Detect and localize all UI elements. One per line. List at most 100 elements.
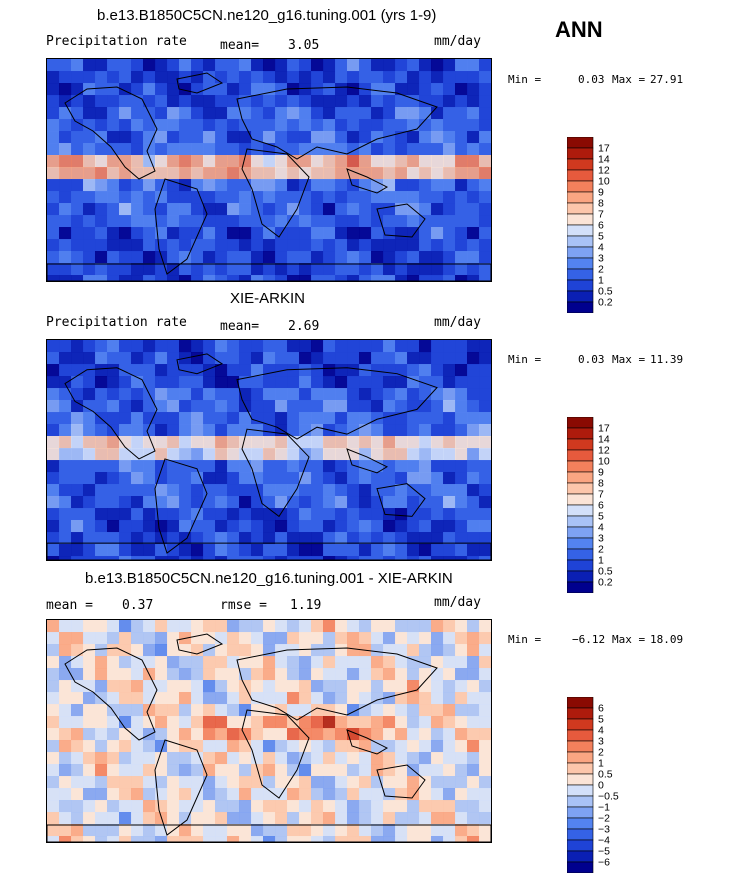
field-cell (311, 496, 324, 509)
field-cell (407, 472, 420, 485)
field-cell (371, 119, 384, 132)
field-cell (371, 83, 384, 96)
field-cell (215, 448, 228, 461)
field-cell (215, 388, 228, 401)
field-cell (71, 812, 84, 825)
field-cell (215, 508, 228, 521)
field-cell (215, 275, 228, 281)
field-cell (59, 412, 72, 425)
field-cell (323, 215, 336, 228)
field-cell (251, 716, 264, 729)
field-cell (467, 364, 480, 377)
field-cell (167, 680, 180, 693)
field-cell (239, 352, 252, 365)
field-cell (251, 668, 264, 681)
field-cell (71, 251, 84, 264)
panel1-variable-label: Precipitation rate (46, 34, 187, 49)
field-cell (479, 728, 491, 741)
field-cell (71, 143, 84, 156)
field-cell (47, 740, 60, 753)
field-cell (299, 836, 312, 842)
field-cell (95, 764, 108, 777)
field-cell (323, 520, 336, 533)
field-cell (83, 728, 96, 741)
field-cell (143, 472, 156, 485)
field-cell (167, 740, 180, 753)
field-cell (467, 472, 480, 485)
field-cell (275, 340, 288, 353)
field-cell (299, 388, 312, 401)
colorbar-swatch (567, 740, 594, 753)
field-cell (299, 364, 312, 377)
field-cell (431, 215, 444, 228)
field-cell (167, 776, 180, 789)
field-cell (431, 59, 444, 72)
field-cell (431, 239, 444, 252)
field-cell (311, 131, 324, 144)
field-cell (287, 203, 300, 216)
field-cell (443, 83, 456, 96)
field-cell (83, 119, 96, 132)
field-cell (311, 95, 324, 108)
field-cell (263, 824, 276, 837)
coastline (176, 72, 224, 94)
field-cell (263, 119, 276, 132)
field-cell (167, 716, 180, 729)
field-cell (299, 532, 312, 545)
field-cell (215, 215, 228, 228)
field-cell (191, 644, 204, 657)
field-cell (479, 644, 491, 657)
field-cell (383, 544, 396, 557)
field-cell (371, 716, 384, 729)
field-cell (119, 412, 132, 425)
field-cell (347, 400, 360, 413)
coastline (176, 633, 224, 655)
field-cell (191, 656, 204, 669)
field-cell (359, 275, 372, 281)
field-cell (203, 776, 216, 789)
field-cell (323, 388, 336, 401)
field-cell (443, 191, 456, 204)
field-cell (143, 167, 156, 180)
field-cell (83, 167, 96, 180)
field-cell (215, 155, 228, 168)
field-cell (71, 556, 84, 560)
field-cell (167, 532, 180, 545)
field-cell (455, 227, 468, 240)
field-cell (251, 788, 264, 801)
field-cell (131, 340, 144, 353)
field-cell (323, 484, 336, 497)
field-cell (371, 532, 384, 545)
field-cell (83, 532, 96, 545)
field-cell (71, 59, 84, 72)
field-cell (395, 776, 408, 789)
field-cell (227, 179, 240, 192)
field-cell (251, 556, 264, 560)
field-cell (107, 656, 120, 669)
field-cell (191, 412, 204, 425)
field-cell (179, 508, 192, 521)
field-cell (431, 71, 444, 84)
field-cell (395, 83, 408, 96)
field-cell (311, 340, 324, 353)
field-cell (347, 107, 360, 120)
field-cell (359, 632, 372, 645)
field-cell (371, 740, 384, 753)
field-cell (95, 656, 108, 669)
field-cell (479, 203, 491, 216)
field-cell (419, 340, 432, 353)
field-cell (155, 215, 168, 228)
field-cell (455, 544, 468, 557)
field-cell (419, 680, 432, 693)
colorbar-tick-label: 6 (598, 703, 604, 715)
field-cell (179, 275, 192, 281)
panel2-min-value: 0.03 (578, 353, 605, 366)
field-cell (287, 95, 300, 108)
colorbar-tick-label: 8 (598, 478, 604, 490)
field-cell (191, 836, 204, 842)
field-cell (443, 460, 456, 473)
field-cell (419, 824, 432, 837)
field-cell (395, 620, 408, 633)
field-cell (59, 203, 72, 216)
colorbar-swatch (567, 224, 594, 237)
